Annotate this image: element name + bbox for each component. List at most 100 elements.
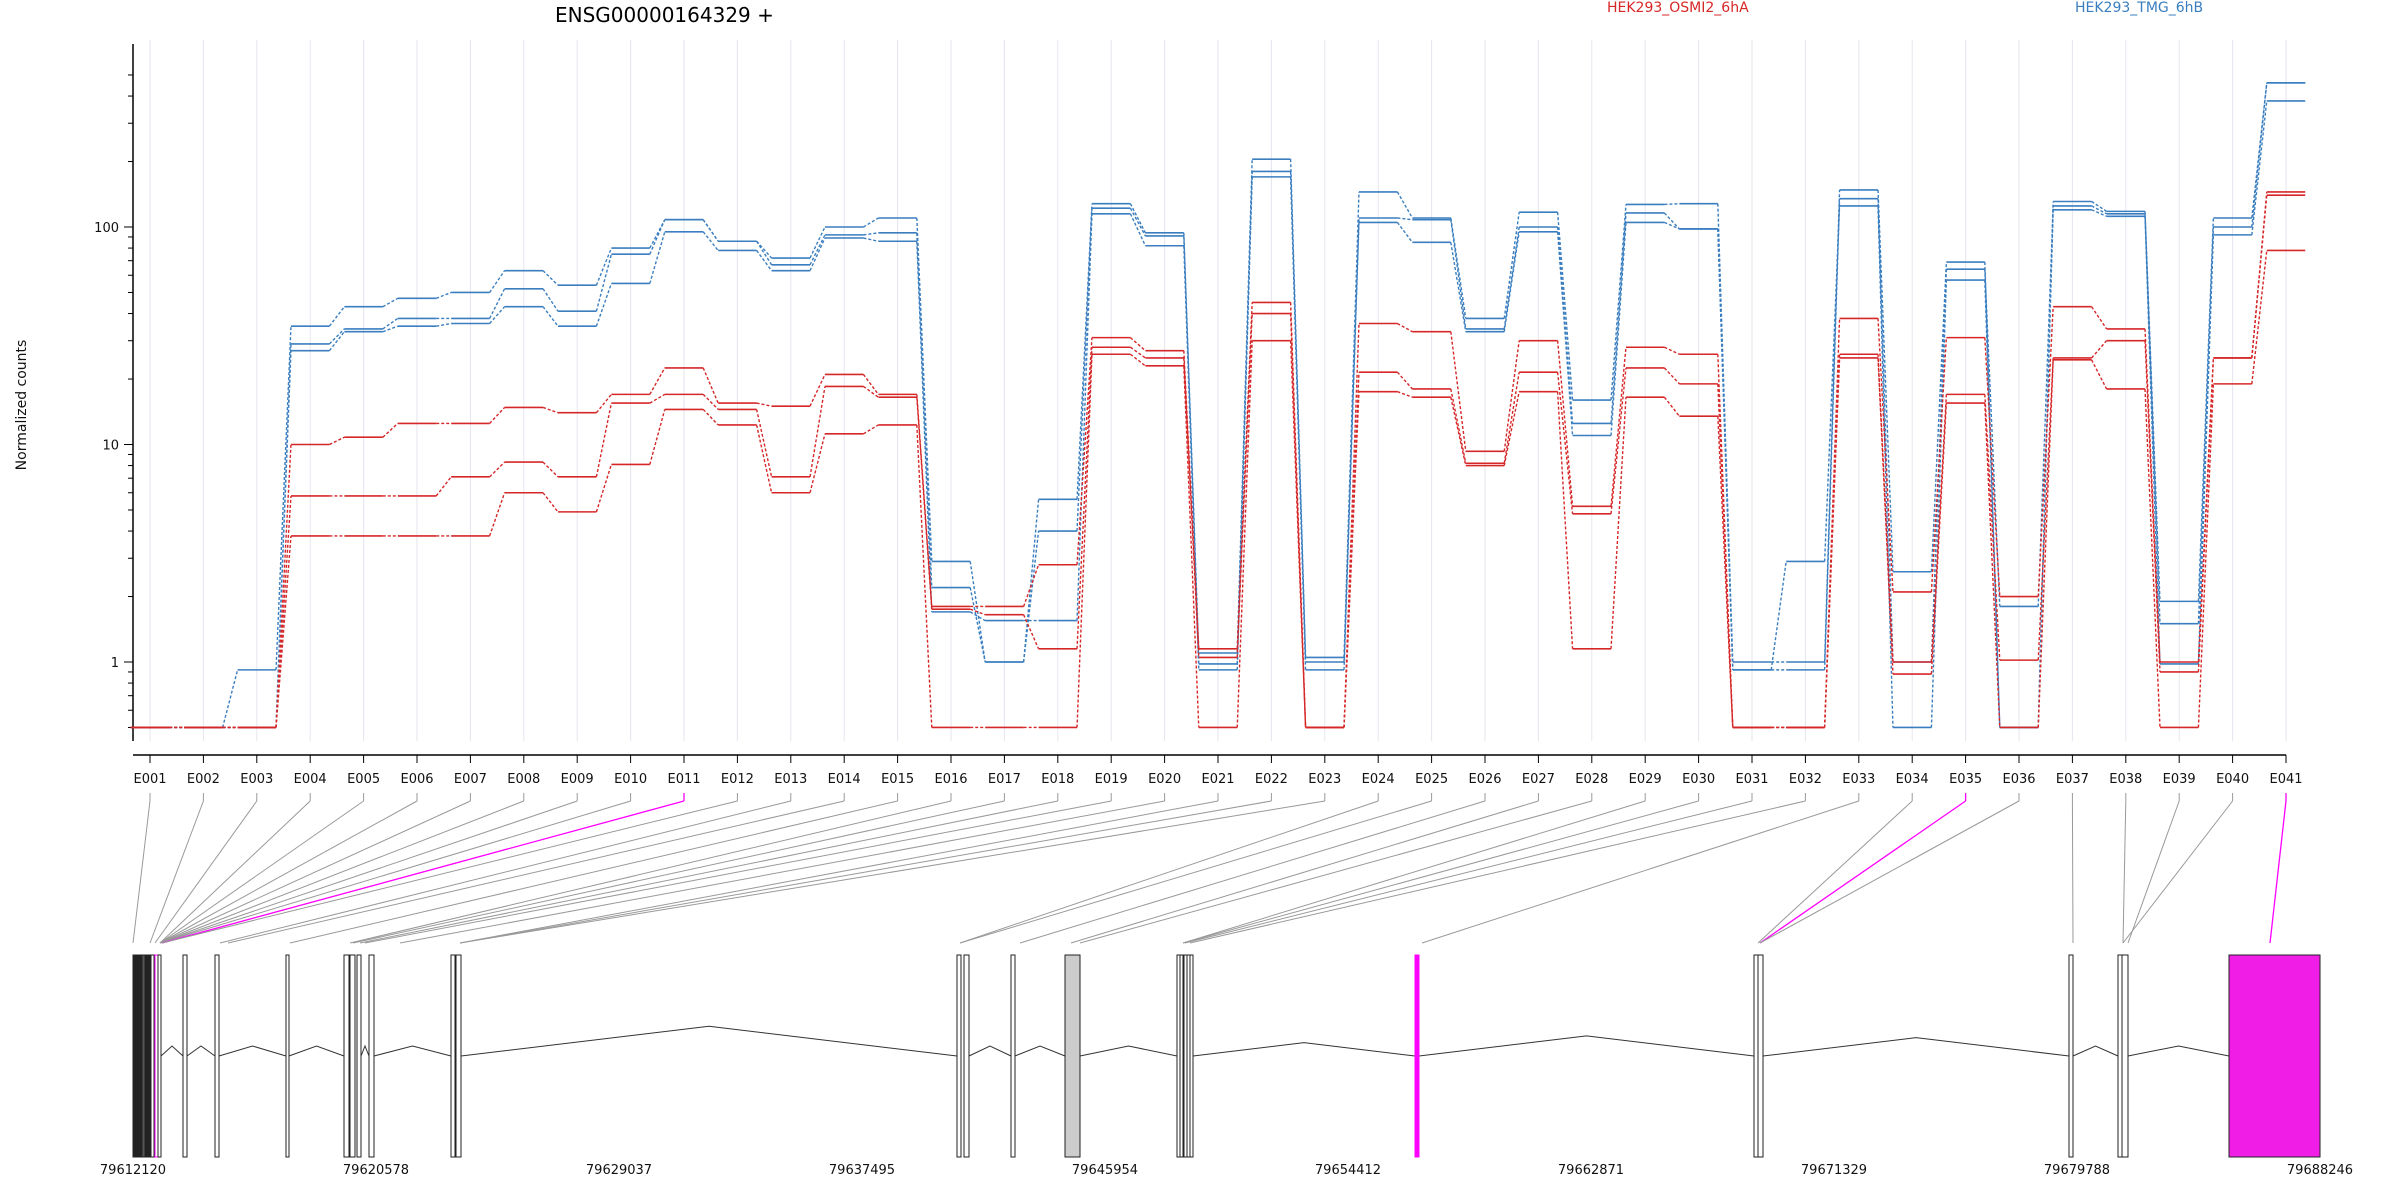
series-connector <box>2251 195 2268 359</box>
series-connector <box>275 326 292 670</box>
series-connector <box>1022 564 1040 607</box>
exon-box <box>214 954 220 1158</box>
x-tick-label-E023: E023 <box>1308 772 1341 787</box>
coordinate-label: 79620578 <box>343 1163 409 1178</box>
series-connector <box>1503 226 1520 330</box>
link-line-E009 <box>159 800 578 944</box>
link-line-E022 <box>459 800 1272 944</box>
link-line-E017 <box>352 800 1005 944</box>
series-connector <box>809 237 826 271</box>
exon-box <box>455 954 462 1158</box>
series-connector <box>809 234 826 266</box>
series-connector <box>1397 322 1413 333</box>
series-connector <box>1664 346 1680 355</box>
link-line-E012 <box>161 800 738 944</box>
series-connector <box>1022 530 1040 663</box>
x-tick-label-E032: E032 <box>1789 772 1822 787</box>
series-connector <box>542 461 559 478</box>
legend-label-osmi2: HEK293_OSMI2_6hA <box>1607 0 1749 16</box>
coordinate-label: 79654412 <box>1315 1163 1381 1178</box>
series-connector <box>489 461 506 478</box>
series-connector <box>1717 228 1734 670</box>
series-connector <box>1289 340 1307 728</box>
series-connector <box>489 306 506 324</box>
series-connector <box>382 317 399 330</box>
link-line-E001 <box>132 800 151 944</box>
series-connector <box>756 240 773 266</box>
exon-box <box>1757 954 1764 1158</box>
exon-box <box>285 954 290 1158</box>
series-connector <box>1984 394 2001 661</box>
x-tick-label-E025: E025 <box>1415 772 1448 787</box>
series-connector <box>382 422 399 438</box>
intron <box>288 1045 345 1057</box>
y-axis-label: Normalized counts <box>14 340 30 471</box>
series-connector <box>1877 357 1894 675</box>
x-tick-label-E013: E013 <box>774 772 807 787</box>
link-line-E006 <box>159 800 418 944</box>
x-tick-label-E027: E027 <box>1522 772 1555 787</box>
series-connector <box>1076 213 1093 621</box>
series-connector <box>1236 340 1253 728</box>
link-line-E019 <box>364 800 1112 944</box>
series-connector <box>916 232 933 588</box>
exon-box <box>956 954 962 1158</box>
x-tick-label-E011: E011 <box>667 772 700 787</box>
series-connector <box>1450 388 1467 464</box>
series-connector <box>1503 212 1520 319</box>
x-tick-label-E028: E028 <box>1575 772 1608 787</box>
series-connector <box>1129 207 1146 237</box>
link-line-E028 <box>1079 800 1592 944</box>
x-tick-label-E039: E039 <box>2163 772 2196 787</box>
series-connector <box>328 328 345 345</box>
link-line-E011 <box>161 800 685 944</box>
link-line-E030 <box>1182 800 1699 944</box>
series-connector <box>1183 365 1200 728</box>
link-line-E010 <box>159 800 631 944</box>
series-connector <box>542 288 559 312</box>
x-tick-label-E035: E035 <box>1949 772 1982 787</box>
series-connector <box>862 373 879 395</box>
series-connector <box>756 402 772 407</box>
series-connector <box>435 476 452 497</box>
x-tick-label-E026: E026 <box>1468 772 1501 787</box>
series-connector <box>863 217 879 228</box>
series-connector <box>1289 313 1307 728</box>
link-line-E018 <box>359 800 1058 944</box>
exon-box <box>368 954 375 1158</box>
series-connector <box>328 331 345 352</box>
series-connector <box>1556 340 1574 507</box>
series-connector <box>649 219 666 255</box>
link-line-E020 <box>399 800 1165 944</box>
series-connector <box>1877 189 1894 572</box>
series-connector <box>756 250 773 272</box>
series-connector <box>595 464 613 513</box>
x-tick-label-E010: E010 <box>614 772 647 787</box>
series-connector <box>1343 391 1360 728</box>
series-connector <box>2197 383 2215 728</box>
exon-box <box>349 954 356 1158</box>
series-connector <box>1343 217 1360 663</box>
link-line-E032 <box>1189 800 1806 944</box>
gridlines <box>149 40 2287 741</box>
series-connector <box>1663 396 1680 417</box>
series-connector <box>275 495 292 728</box>
series-connector <box>702 231 719 251</box>
x-tick-label-E024: E024 <box>1362 772 1395 787</box>
series-connector <box>2197 217 2215 602</box>
series-5 <box>130 249 2306 729</box>
exon-box <box>157 954 162 1158</box>
series-connector <box>542 306 559 327</box>
coordinate-label: 79688246 <box>2287 1163 2353 1178</box>
series-connector <box>1717 383 1734 728</box>
exon-box <box>1189 954 1194 1158</box>
series-connector <box>1610 204 1627 401</box>
exon-box <box>2068 954 2074 1158</box>
series-connector <box>1823 198 1841 670</box>
series-connector <box>1556 212 1574 401</box>
series-connector <box>1396 371 1413 390</box>
series-connector <box>1823 318 1841 728</box>
x-tick-label-E005: E005 <box>347 772 380 787</box>
x-tick-label-E016: E016 <box>934 772 967 787</box>
